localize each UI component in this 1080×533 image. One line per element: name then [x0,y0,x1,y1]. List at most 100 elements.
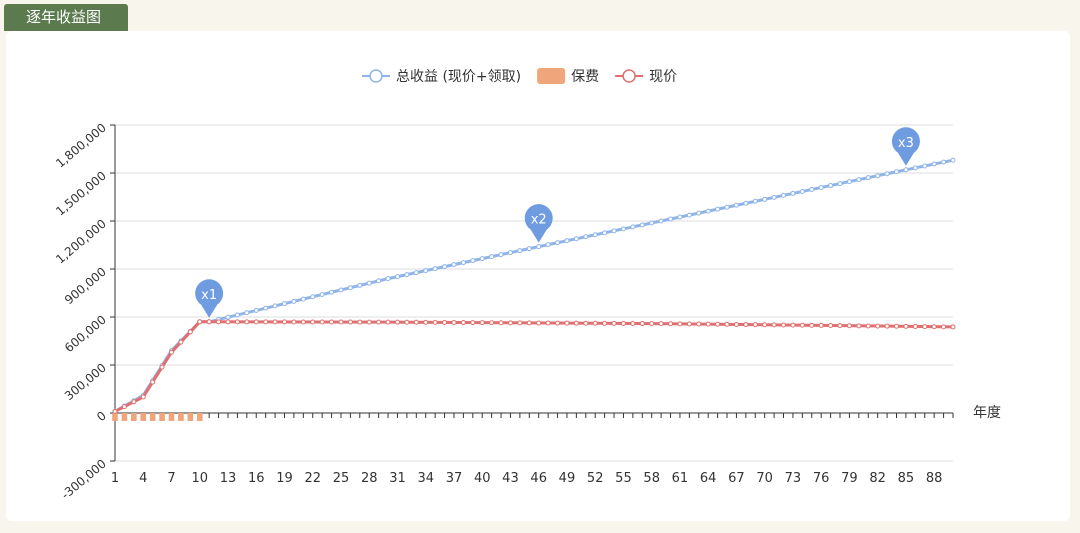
cash-value-point [715,321,721,327]
legend-item-0-swatch-circle[interactable] [369,69,383,83]
cash-value-point [686,321,692,327]
x-tick-label: 31 [389,471,406,486]
total-return-point [846,179,852,185]
x-tick-label: 61 [672,471,689,486]
total-return-point [677,214,683,220]
y-tick-label: 600,000 [62,313,109,356]
total-return-point [319,292,325,298]
cash-value-point [159,364,165,370]
total-return-point [573,236,579,242]
cash-value-point [733,321,739,327]
total-return-point [686,212,692,218]
total-return-point [658,218,664,224]
cash-value-point [799,322,805,328]
cash-value-point [903,323,909,329]
total-return-point [781,192,787,198]
cash-value-point [865,323,871,329]
y-tick-label: 1,200,000 [53,217,109,267]
total-return-point [724,204,730,210]
total-return-point [536,244,542,250]
total-return-point [752,198,758,204]
marker-pin-x2 [524,204,553,243]
legend-item-2-label[interactable]: 现价 [649,69,677,85]
total-return-point [611,228,617,234]
cash-value-point [677,321,683,327]
x-tick-label: 7 [167,471,175,486]
premium-bar [159,413,165,421]
total-return-point [884,171,890,177]
cash-value-point [347,319,353,325]
x-tick-label: 1 [111,471,119,486]
cash-value-point [762,322,768,328]
cash-value-point [912,323,918,329]
cash-value-point [489,320,495,326]
cash-value-point [357,319,363,325]
cash-value-point [592,320,598,326]
cash-value-point [140,394,146,400]
premium-bar [196,413,203,421]
total-return-point [865,175,871,181]
marker-pin-x3 [891,127,920,166]
cash-value-point [950,324,956,330]
x-tick-label: 76 [813,471,830,486]
total-return-point [941,159,947,165]
total-return-point [470,258,476,264]
legend-item-1-label[interactable]: 保费 [571,69,599,85]
tab-yearly-returns[interactable]: 逐年收益图 [4,4,128,30]
total-return-point [790,190,796,196]
total-return-point [762,196,768,202]
x-tick-label: 73 [785,471,802,486]
cash-value-point [498,320,504,326]
cash-value-point [442,319,448,325]
yearly-returns-chart: -300,0000300,000600,000900,0001,200,0001… [53,68,1001,502]
cash-value-point [668,321,674,327]
total-return-point [347,285,353,291]
cash-value-point [545,320,551,326]
x-tick-label: 28 [361,471,378,486]
cash-value-point [451,319,457,325]
x-tick-label: 40 [474,471,491,486]
total-return-point [950,157,956,163]
cash-value-point [931,324,937,330]
cash-value-point [639,321,645,327]
total-return-point [894,169,900,175]
legend-item-2-swatch-circle[interactable] [622,69,636,83]
cash-value-point [338,319,344,325]
cash-value-point [583,320,589,326]
total-return-point [253,307,259,313]
total-return-point [602,230,608,236]
cash-value-point [216,319,222,325]
cash-value-point [423,319,429,325]
cash-value-point [696,321,702,327]
cash-value-point [875,323,881,329]
x-tick-label: 70 [756,471,773,486]
cash-value-point [809,322,815,328]
cash-value-point [263,319,269,325]
total-return-point [357,282,363,288]
legend-item-1-swatch[interactable] [537,68,566,84]
cash-value-point [178,339,184,345]
total-return-point [394,274,400,280]
cash-value-point [941,324,947,330]
cash-value-point [206,319,212,325]
cash-value-point [329,319,335,325]
cash-value-point [112,408,118,414]
cash-value-point [404,319,410,325]
total-return-point [432,266,438,272]
premium-bar [112,413,118,421]
total-return-point [931,161,937,167]
legend-item-0-label[interactable]: 总收益 (现价+领取) [396,69,521,85]
cash-value-point [131,399,137,405]
cash-value-point [253,319,259,325]
total-return-point [338,287,344,293]
premium-bar [187,413,194,421]
total-return-point [743,200,749,206]
x-tick-label: 25 [333,471,350,486]
x-tick-label: 82 [869,471,886,486]
x-tick-label: 49 [559,471,576,486]
cash-value-point [507,320,513,326]
cash-value-point [366,319,372,325]
premium-bar [140,413,147,421]
total-return-point [799,188,805,194]
total-return-point [630,224,636,230]
